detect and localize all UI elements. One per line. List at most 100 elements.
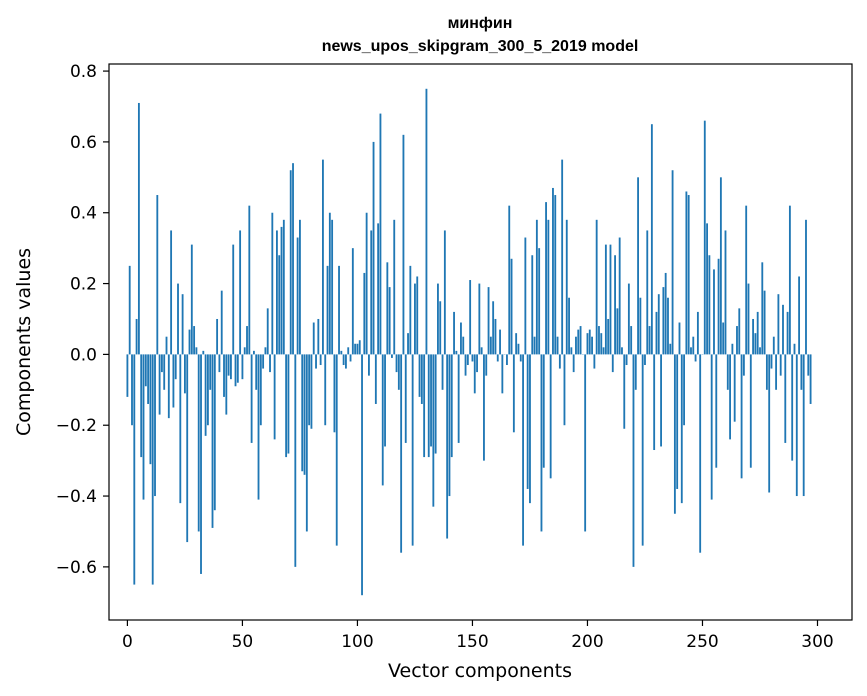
- bar: [779, 354, 782, 376]
- bar: [485, 354, 488, 376]
- bar: [338, 265, 340, 355]
- bar: [703, 120, 706, 355]
- bar: [788, 205, 791, 355]
- bar: [340, 350, 343, 355]
- bar: [586, 333, 589, 355]
- bar: [188, 329, 191, 355]
- bar: [526, 354, 529, 489]
- bar: [269, 354, 271, 373]
- bar: [154, 354, 156, 497]
- bar: [391, 354, 393, 358]
- x-tick-label: 100: [341, 632, 373, 652]
- bar: [598, 326, 600, 355]
- bar: [354, 343, 357, 355]
- bar: [510, 258, 513, 355]
- bar: [722, 322, 725, 355]
- bar: [434, 354, 437, 454]
- bar: [386, 262, 389, 355]
- y-tick-label: −0.4: [56, 487, 97, 507]
- bar: [747, 283, 750, 355]
- bar: [726, 354, 729, 390]
- bar: [473, 354, 476, 394]
- bar: [264, 347, 267, 355]
- bar: [397, 354, 400, 390]
- bar: [448, 354, 451, 497]
- bar: [167, 354, 170, 419]
- bar: [216, 318, 219, 355]
- bar: [588, 329, 591, 355]
- bar: [331, 219, 334, 355]
- bar: [745, 205, 748, 355]
- bar: [483, 354, 485, 461]
- bar: [793, 343, 796, 355]
- bar: [729, 354, 731, 440]
- bar: [501, 354, 504, 394]
- bar: [591, 336, 593, 355]
- bar: [170, 230, 173, 355]
- bar: [756, 311, 759, 355]
- bar: [179, 354, 182, 504]
- x-tick-label: 300: [801, 632, 833, 652]
- chart-title: минфин: [448, 15, 513, 32]
- x-tick-label: 150: [456, 632, 488, 652]
- bar: [742, 354, 745, 376]
- bar: [453, 311, 455, 355]
- bar: [363, 272, 366, 355]
- bar: [133, 354, 136, 585]
- bar: [469, 280, 472, 355]
- bar: [292, 163, 294, 355]
- bar: [262, 354, 265, 369]
- bar: [740, 354, 743, 479]
- bar: [570, 347, 573, 355]
- bar: [644, 354, 646, 366]
- bar: [733, 354, 736, 422]
- y-tick-label: 0.2: [70, 275, 97, 295]
- bar: [669, 343, 672, 355]
- bar: [349, 354, 352, 362]
- bar: [759, 347, 761, 355]
- plot-frame: [108, 63, 853, 621]
- bar: [149, 354, 152, 465]
- bar: [156, 195, 159, 355]
- bar: [690, 347, 692, 355]
- bar: [724, 230, 727, 355]
- bar: [305, 354, 308, 532]
- bar: [280, 226, 283, 355]
- bar: [772, 336, 775, 355]
- bar: [342, 354, 345, 366]
- bar: [552, 187, 554, 355]
- bar: [230, 354, 232, 380]
- bar: [667, 297, 669, 355]
- bar: [213, 354, 216, 511]
- bar: [577, 329, 580, 355]
- bar: [246, 326, 248, 355]
- bar: [710, 354, 713, 500]
- bar: [163, 354, 166, 390]
- bar: [443, 230, 446, 355]
- bar: [326, 265, 329, 355]
- bar: [593, 354, 596, 369]
- bar: [234, 354, 237, 387]
- bar: [250, 354, 253, 443]
- bar: [719, 177, 722, 355]
- bar: [660, 354, 662, 447]
- bar: [556, 336, 559, 355]
- bar: [418, 354, 421, 397]
- bar: [455, 350, 458, 355]
- bar: [524, 237, 527, 355]
- bar: [561, 159, 564, 355]
- bar: [303, 354, 306, 475]
- bar: [738, 308, 741, 355]
- bar: [177, 283, 179, 355]
- x-tick-label: 50: [232, 632, 254, 652]
- bar: [402, 134, 405, 355]
- bar: [782, 304, 784, 355]
- bar: [508, 205, 511, 355]
- bar: [140, 354, 143, 458]
- bar: [241, 354, 244, 380]
- bar: [614, 255, 616, 355]
- bar: [384, 354, 386, 447]
- bar: [220, 290, 223, 355]
- bar: [186, 354, 189, 543]
- bar: [324, 354, 327, 426]
